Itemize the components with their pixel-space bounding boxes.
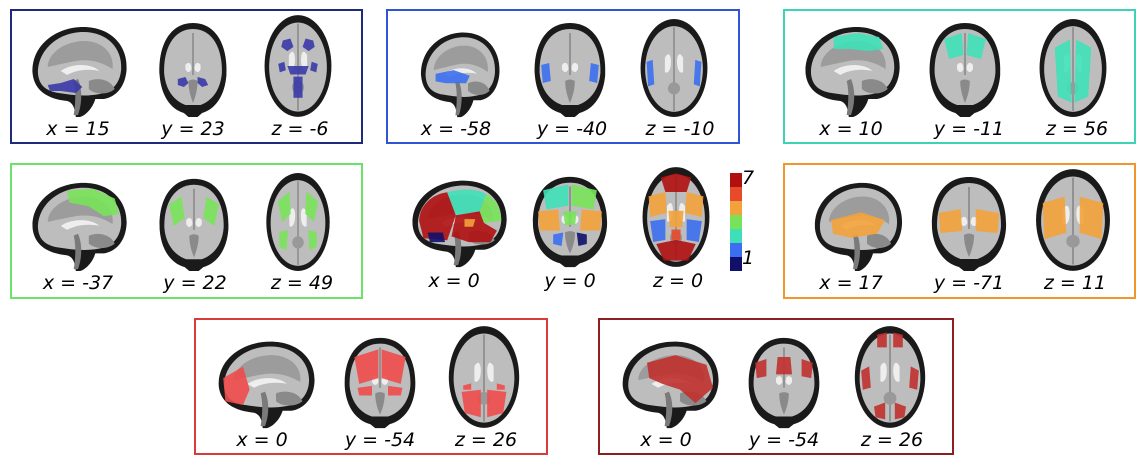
sagittal-view (614, 334, 724, 430)
y-coordinate-label: y = 0 (544, 270, 596, 292)
y-coordinate-label: y = -11 (933, 118, 1005, 140)
coronal-brain-image (748, 337, 820, 429)
coronal-brain-image (534, 23, 606, 117)
x-coordinate-label: x = 10 (819, 118, 883, 140)
sagittal-brain-image (622, 341, 719, 429)
z-coordinate-label: z = 49 (270, 272, 334, 294)
axial-view (638, 165, 714, 269)
coronal-view (155, 19, 231, 119)
coronal-brain-image (159, 178, 229, 272)
sagittal-brain-image (412, 180, 507, 268)
coronal-view (528, 173, 612, 269)
x-coordinate-label: x = -58 (420, 118, 492, 140)
network-panel-5: x = 17 y = -71 z = 11 (783, 163, 1136, 299)
coronal-brain-image (929, 23, 1001, 117)
x-coordinate-label: x = 0 (236, 429, 288, 451)
colorbar-segment (730, 173, 742, 188)
coronal-brain-image (344, 337, 416, 429)
colorbar-segment (730, 201, 742, 216)
sagittal-view (24, 19, 132, 119)
colorbar-min-label: 1 (742, 247, 755, 269)
axial-brain-image (1039, 19, 1107, 117)
x-coordinate-label: x = -37 (42, 272, 114, 294)
network-panel-4: x = -37 y = 22 z = 49 (10, 163, 363, 299)
sagittal-brain-image (32, 27, 127, 117)
z-coordinate-label: z = 0 (652, 270, 704, 292)
z-coordinate-label: z = 11 (1043, 272, 1107, 294)
coronal-view (927, 173, 1011, 273)
y-coordinate-label: y = -54 (344, 429, 416, 451)
axial-brain-image (854, 326, 926, 428)
sagittal-brain-image (32, 182, 127, 272)
sagittal-view (404, 173, 512, 269)
network-panel-6: x = 0 y = -54 z = 26 (194, 318, 548, 455)
axial-brain-image (448, 326, 520, 428)
axial-view (1035, 17, 1111, 119)
coronal-view (340, 334, 420, 430)
x-coordinate-label: x = 0 (640, 429, 692, 451)
network-panel-1: x = 15 y = 23 z = -6 (10, 9, 363, 144)
sagittal-view (797, 19, 905, 119)
axial-brain-image (640, 19, 708, 117)
axial-brain-image (266, 173, 330, 271)
sagittal-brain-image (805, 27, 900, 117)
network-panel-2: x = -58 y = -40 z = -10 (386, 9, 740, 144)
colorbar-segment (730, 257, 742, 271)
axial-view (444, 324, 524, 430)
z-coordinate-label: z = 56 (1045, 118, 1109, 140)
sagittal-view (414, 25, 504, 119)
sagittal-brain-image (218, 341, 315, 429)
sagittal-view (807, 175, 907, 273)
z-coordinate-label: z = 26 (860, 429, 924, 451)
x-coordinate-label: x = 17 (819, 272, 883, 294)
colorbar-segment (730, 187, 742, 202)
y-coordinate-label: y = -40 (536, 118, 608, 140)
axial-view (262, 171, 334, 273)
x-coordinate-label: x = 0 (428, 270, 480, 292)
coronal-brain-image (159, 23, 227, 117)
z-coordinate-label: z = -10 (645, 118, 715, 140)
y-coordinate-label: y = -54 (748, 429, 820, 451)
axial-brain-image (264, 15, 332, 117)
colorbar-segment (730, 215, 742, 230)
colorbar-segment (730, 243, 742, 258)
combined-panel: x = 0 y = 0 z = 0 7 1 (396, 163, 776, 299)
network-panel-3: x = 10 y = -11 z = 56 (783, 9, 1136, 144)
y-coordinate-label: y = 22 (163, 272, 227, 294)
y-coordinate-label: y = 23 (161, 118, 225, 140)
coronal-brain-image (532, 176, 608, 268)
z-coordinate-label: z = 26 (454, 429, 518, 451)
colorbar-max-label: 7 (742, 167, 755, 189)
axial-view (260, 13, 336, 119)
network-panel-7: x = 0 y = -54 z = 26 (598, 318, 954, 455)
y-coordinate-label: y = -71 (933, 272, 1005, 294)
colorbar-segment (730, 229, 742, 244)
z-coordinate-label: z = -6 (271, 118, 329, 140)
axial-view (1031, 167, 1115, 273)
sagittal-brain-image (421, 32, 500, 118)
coronal-view (155, 175, 233, 273)
axial-brain-image (1036, 169, 1110, 271)
colorbar (730, 173, 742, 271)
x-coordinate-label: x = 15 (46, 118, 110, 140)
axial-view (850, 324, 930, 430)
sagittal-view (24, 175, 132, 273)
sagittal-view (210, 334, 320, 430)
coronal-view (530, 19, 610, 119)
axial-brain-image (642, 167, 710, 267)
coronal-view (744, 334, 824, 430)
coronal-brain-image (931, 177, 1007, 271)
axial-view (636, 17, 712, 119)
coronal-view (925, 19, 1005, 119)
sagittal-brain-image (814, 182, 903, 272)
